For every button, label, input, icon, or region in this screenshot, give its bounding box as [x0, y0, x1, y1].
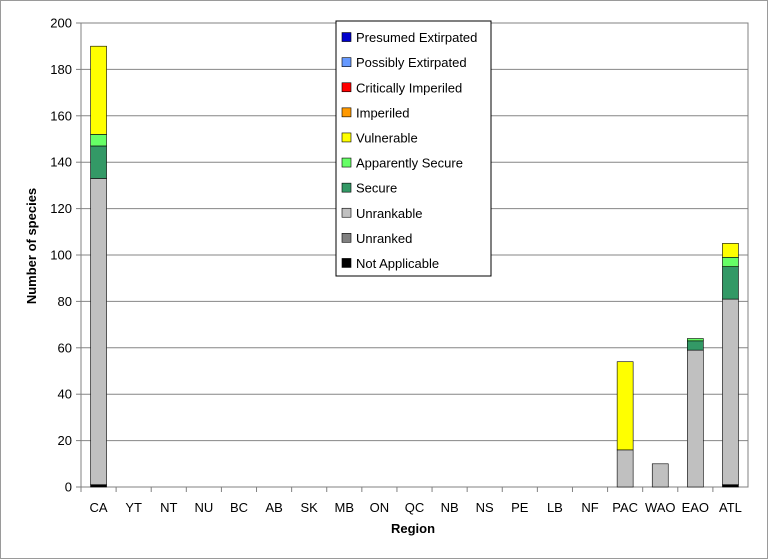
x-tick-label: SK [301, 500, 319, 515]
legend-label: Unranked [356, 231, 412, 246]
legend-label: Imperiled [356, 105, 409, 120]
legend-label: Presumed Extirpated [356, 30, 477, 45]
y-axis-title: Number of species [24, 188, 39, 304]
x-tick-label: NB [441, 500, 459, 515]
legend-swatch [341, 157, 352, 168]
x-tick-label: NF [581, 500, 598, 515]
y-tick-label: 160 [50, 108, 72, 123]
bar-segment-apparently-secure [687, 338, 704, 342]
bar-segment-unrankable [90, 178, 107, 485]
x-tick-label: YT [125, 500, 142, 515]
x-tick-label: NS [476, 500, 494, 515]
x-tick-label: PAC [612, 500, 638, 515]
legend-label: Apparently Secure [356, 156, 463, 171]
y-tick-label: 40 [58, 387, 72, 402]
bar-segment-unrankable [651, 463, 669, 488]
y-tick-label: 20 [58, 433, 72, 448]
bars [90, 45, 739, 488]
bar-segment-vulnerable [722, 243, 739, 258]
bar-segment-unrankable [616, 449, 634, 488]
x-tick-label: AB [265, 500, 282, 515]
legend-label: Vulnerable [356, 130, 418, 145]
bar-segment-apparently-secure [90, 134, 107, 147]
bar-segment-vulnerable [90, 45, 107, 135]
x-tick-label: PE [511, 500, 529, 515]
legend-swatch [341, 182, 352, 193]
bar-segment-not-applicable [722, 484, 739, 488]
bar-segment-secure [722, 266, 739, 300]
bar-segment-secure [687, 340, 704, 351]
x-tick-label: CA [90, 500, 108, 515]
x-tick-label: QC [405, 500, 425, 515]
bar-segment-unrankable [722, 298, 739, 485]
legend-swatch [341, 32, 352, 42]
bar-segment-not-applicable [90, 484, 107, 488]
legend-swatch [341, 107, 352, 118]
x-tick-label: BC [230, 500, 248, 515]
legend-box [335, 20, 492, 277]
legend-label: Unrankable [356, 206, 423, 221]
y-tick-label: 0 [65, 480, 72, 495]
x-tick-label: WAO [645, 500, 676, 515]
y-tick-label: 140 [50, 155, 72, 170]
y-tick-label: 180 [50, 62, 72, 77]
legend-swatch [341, 82, 352, 93]
x-axis-ticks: CA YT NT NU BC AB SK MB ON QC NB NS PE LB NF PAC WAO EAO A… [80, 487, 742, 515]
x-tick-label: ATL [719, 500, 742, 515]
legend-label: Secure [356, 181, 397, 196]
x-tick-label: ON [370, 500, 390, 515]
legend-swatch [341, 207, 352, 218]
legend-swatch [341, 258, 352, 268]
y-tick-label: 200 [50, 16, 72, 31]
y-tick-label: 80 [58, 294, 72, 309]
legend: Presumed Extirpated Possibly Extirpated Cr… [335, 20, 492, 277]
bar-segment-apparently-secure [722, 257, 739, 267]
y-tick-label: 100 [50, 248, 72, 263]
x-tick-label: NT [160, 500, 177, 515]
legend-swatch [341, 233, 352, 243]
x-tick-label: EAO [682, 500, 709, 515]
bar-segment-unrankable [687, 349, 704, 488]
legend-label: Critically Imperiled [356, 80, 462, 95]
x-tick-label: MB [335, 500, 355, 515]
y-tick-label: 60 [58, 340, 72, 355]
bar-segment-secure [90, 145, 107, 179]
legend-swatch [341, 57, 352, 67]
x-tick-label: NU [194, 500, 213, 515]
y-tick-label: 120 [50, 201, 72, 216]
x-tick-label: LB [547, 500, 563, 515]
legend-label: Not Applicable [356, 256, 439, 271]
x-axis-title: Region [391, 521, 435, 536]
bar-segment-vulnerable [616, 361, 634, 451]
legend-label: Possibly Extirpated [356, 55, 467, 70]
y-axis-ticks: 0 20 40 60 80 100 120 140 160 180 200 [50, 16, 81, 495]
legend-swatch [341, 132, 352, 143]
